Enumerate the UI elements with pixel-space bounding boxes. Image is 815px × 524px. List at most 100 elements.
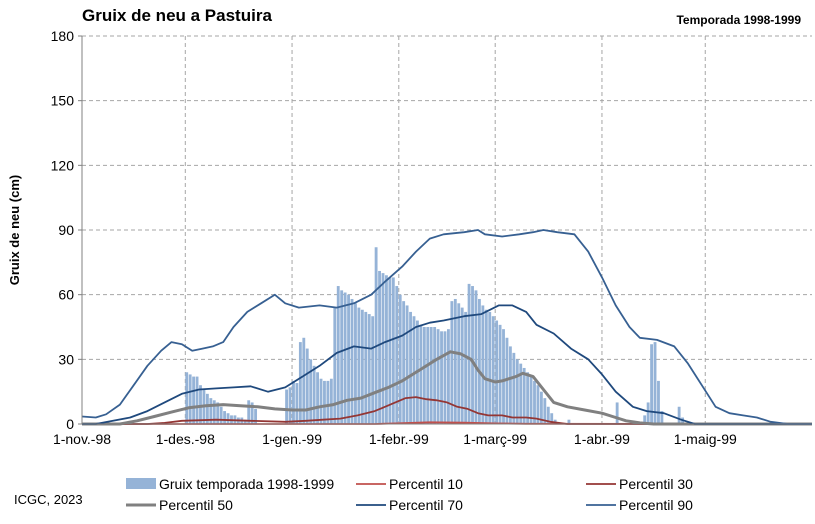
percentil-30-line bbox=[82, 396, 812, 425]
snow-depth-bar bbox=[223, 411, 227, 424]
snow-depth-bar bbox=[533, 380, 536, 424]
snow-depth-bar bbox=[247, 400, 251, 424]
snow-depth-bar bbox=[302, 337, 306, 424]
snow-depth-bar bbox=[219, 406, 223, 424]
snow-depth-bar bbox=[305, 348, 309, 424]
snow-depth-bar bbox=[292, 380, 295, 424]
legend: Gruix temporada 1998-1999 Percentil 10 Per… bbox=[126, 476, 693, 513]
snow-depth-bar bbox=[243, 419, 247, 424]
snow-depth-bar bbox=[464, 311, 468, 424]
snow-depth-bar bbox=[460, 307, 464, 424]
y-tick-label: 60 bbox=[58, 287, 74, 303]
snow-depth-bar bbox=[453, 298, 457, 424]
x-tick-labels: 1-nov.-98 1-des.-98 1-gen.-99 1-febr.-99 1-m… bbox=[53, 431, 737, 447]
snow-depth-bar bbox=[474, 290, 478, 424]
snow-depth-bar bbox=[350, 298, 354, 424]
snow-depth-bar bbox=[450, 301, 454, 424]
snow-depth-bar bbox=[343, 292, 347, 424]
snow-depth-bar bbox=[677, 406, 681, 424]
snow-depth-bar bbox=[254, 408, 258, 424]
snow-depth-bar bbox=[471, 286, 474, 424]
snow-depth-bar bbox=[412, 316, 416, 424]
snow-depth-bar bbox=[440, 331, 443, 424]
snow-depth-bar bbox=[512, 352, 516, 424]
snow-depth-bar bbox=[457, 303, 461, 424]
snow-depth-bar bbox=[209, 398, 213, 424]
x-tick-label: 1-des.-98 bbox=[156, 431, 215, 447]
snow-depth-bar bbox=[323, 380, 326, 424]
snow-depth-bar bbox=[495, 320, 499, 424]
legend-label: Gruix temporada 1998-1999 bbox=[159, 476, 334, 492]
snow-depth-bar bbox=[326, 380, 330, 424]
snow-depth-bar bbox=[395, 286, 399, 424]
axes bbox=[78, 35, 812, 425]
snow-depth-bar bbox=[488, 311, 492, 424]
snow-depth-bar bbox=[388, 277, 392, 424]
snow-depth-bar bbox=[409, 311, 412, 424]
snow-depth-bar bbox=[498, 324, 502, 424]
legend-swatch-bars bbox=[126, 478, 156, 489]
season-label: Temporada 1998-1999 bbox=[676, 13, 801, 27]
x-tick-label: 1-maig-99 bbox=[674, 431, 737, 447]
y-tick-label: 150 bbox=[51, 93, 75, 109]
snow-depth-bar bbox=[405, 305, 409, 424]
snow-depth-bar bbox=[367, 314, 371, 424]
snow-depth-bar bbox=[312, 365, 316, 424]
snow-depth-bar bbox=[477, 298, 481, 424]
snow-depth-bar bbox=[653, 342, 657, 424]
snow-depth-bar bbox=[443, 331, 447, 424]
snow-depth-bar bbox=[195, 376, 199, 424]
snow-depth-bar bbox=[484, 309, 488, 424]
snow-depth-bar bbox=[615, 402, 619, 424]
snow-depth-bar bbox=[319, 378, 323, 424]
snow-depth-bar bbox=[185, 372, 189, 424]
legend-label: Percentil 10 bbox=[389, 476, 463, 492]
snow-depth-bar bbox=[508, 346, 512, 424]
snow-depth-bar bbox=[226, 413, 230, 424]
snow-depth-bar bbox=[643, 415, 647, 424]
legend-label: Percentil 30 bbox=[619, 476, 693, 492]
y-tick-labels: 0 30 60 90 120 150 180 bbox=[51, 28, 75, 432]
chart-title: Gruix de neu a Pastuira bbox=[82, 6, 272, 25]
y-tick-label: 180 bbox=[51, 28, 75, 44]
y-tick-label: 30 bbox=[58, 351, 74, 367]
credit-label: ICGC, 2023 bbox=[14, 492, 83, 507]
percentil-50-line bbox=[82, 350, 812, 426]
x-tick-label: 1-gen.-99 bbox=[262, 431, 322, 447]
snow-depth-bar bbox=[357, 307, 361, 424]
snow-depth-bar bbox=[364, 311, 368, 424]
snow-depth-bar bbox=[336, 286, 340, 424]
snow-depth-bar bbox=[515, 359, 519, 424]
snow-depth-bar bbox=[447, 329, 450, 424]
snow-depth-bar bbox=[502, 329, 505, 424]
snow-depth-bar bbox=[188, 374, 192, 424]
legend-label: Percentil 70 bbox=[389, 497, 463, 513]
snow-depth-bar bbox=[536, 385, 540, 424]
snow-depth-bar bbox=[216, 402, 220, 424]
snow-depth-bar bbox=[467, 283, 471, 424]
snow-depth-bar bbox=[402, 301, 406, 424]
snow-depth-bar bbox=[192, 376, 196, 424]
snow-depth-bar bbox=[295, 383, 299, 424]
legend-label: Percentil 90 bbox=[619, 497, 693, 513]
snow-depth-bar bbox=[285, 389, 289, 424]
snow-depth-bar bbox=[381, 273, 385, 424]
y-tick-label: 90 bbox=[58, 222, 74, 238]
snow-depth-bar bbox=[519, 363, 523, 424]
snow-depth-bar bbox=[391, 277, 395, 424]
legend-label: Percentil 50 bbox=[159, 497, 233, 513]
snow-depth-bar bbox=[354, 303, 357, 424]
x-tick-label: 1-nov.-98 bbox=[53, 431, 111, 447]
snow-depth-bar bbox=[546, 406, 550, 424]
snow-depth-bar bbox=[316, 372, 319, 424]
snow-depth-bar bbox=[205, 393, 209, 424]
snow-depth-bar bbox=[429, 327, 433, 424]
snow-depth-bar bbox=[567, 419, 571, 424]
snow-depth-bar bbox=[426, 327, 430, 424]
snow-depth-bar bbox=[526, 372, 530, 424]
snow-depth-bar bbox=[550, 413, 554, 424]
snow-depth-bar bbox=[650, 344, 654, 424]
snow-depth-bar bbox=[481, 305, 485, 424]
snow-depth-bar bbox=[419, 324, 423, 424]
snow-depth-bar bbox=[522, 367, 526, 424]
